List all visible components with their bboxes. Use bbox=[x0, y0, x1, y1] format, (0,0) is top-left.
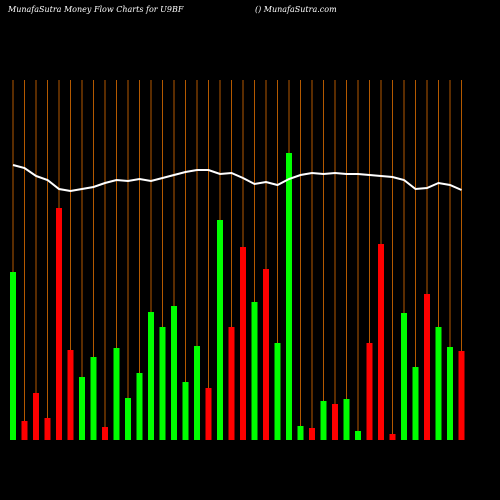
bar bbox=[378, 244, 384, 440]
bar bbox=[274, 343, 281, 440]
money-flow-line bbox=[12, 164, 462, 193]
bar bbox=[251, 302, 258, 440]
bar bbox=[21, 421, 28, 440]
bar bbox=[435, 327, 442, 440]
bar bbox=[56, 208, 62, 440]
bar bbox=[424, 294, 430, 440]
chart-subtitle: () MunafaSutra.com bbox=[255, 5, 337, 14]
bar bbox=[286, 153, 292, 440]
bar bbox=[263, 269, 269, 440]
chart-title: MunafaSutra Money Flow Charts for U9BF bbox=[7, 5, 184, 14]
bar bbox=[412, 367, 419, 440]
bar bbox=[102, 427, 108, 440]
bar bbox=[125, 398, 131, 440]
bar bbox=[389, 434, 396, 440]
bar bbox=[205, 388, 212, 440]
bar bbox=[79, 377, 85, 440]
bar bbox=[148, 312, 154, 440]
bar bbox=[309, 428, 315, 440]
bar bbox=[332, 404, 338, 440]
bar bbox=[171, 306, 177, 440]
bar bbox=[240, 247, 246, 440]
bar bbox=[136, 373, 143, 440]
bar bbox=[217, 220, 223, 440]
bar bbox=[343, 399, 350, 440]
bar bbox=[355, 431, 361, 440]
bar bbox=[228, 327, 235, 440]
bar bbox=[33, 393, 39, 440]
bar bbox=[159, 327, 166, 440]
bar bbox=[113, 348, 120, 440]
bar bbox=[67, 350, 74, 440]
bar bbox=[297, 426, 304, 440]
bar bbox=[44, 418, 51, 440]
bar bbox=[401, 313, 407, 440]
bar bbox=[182, 382, 189, 440]
bar bbox=[320, 401, 327, 440]
bar bbox=[447, 347, 453, 440]
bar bbox=[458, 351, 465, 440]
bar bbox=[90, 357, 97, 440]
bar bbox=[10, 272, 16, 440]
bar bbox=[194, 346, 200, 440]
bar bbox=[366, 343, 373, 440]
